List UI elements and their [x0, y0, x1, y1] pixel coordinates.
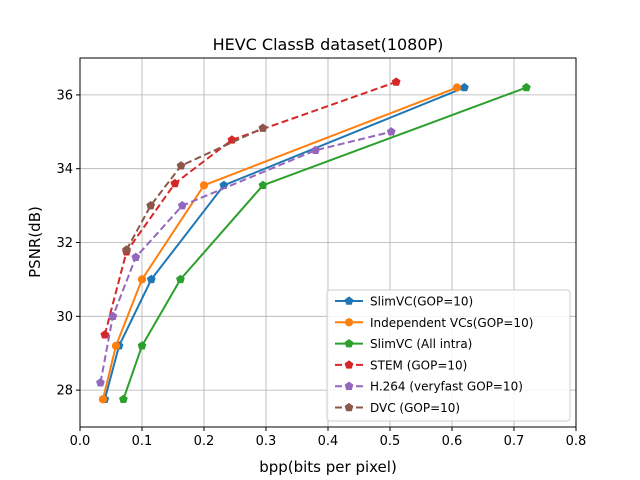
data-point — [146, 274, 156, 284]
legend-label: SlimVC(GOP=10) — [370, 295, 473, 309]
x-tick-label: 0.0 — [70, 434, 91, 449]
series-5 — [122, 123, 268, 254]
tick-layer: 0.0 0.1 0.2 0.3 0.4 0.5 0.6 0.7 0.8 28 30 32 34 36 — [56, 88, 586, 449]
legend-swatch-marker — [344, 381, 354, 390]
series-3 — [100, 77, 401, 339]
data-point — [522, 82, 531, 92]
legend-label: DVC (GOP=10) — [370, 401, 460, 415]
series-2 — [119, 82, 531, 404]
y-tick-label: 36 — [56, 88, 73, 103]
x-axis-label: bpp(bits per pixel) — [259, 458, 397, 476]
data-point — [258, 123, 268, 132]
data-point — [452, 83, 462, 92]
series-line — [125, 127, 264, 251]
legend-swatch-marker — [344, 296, 354, 305]
legend-entry: SlimVC (All intra) — [335, 337, 472, 351]
data-point — [96, 378, 105, 387]
data-point — [391, 77, 401, 86]
x-tick-label: 0.7 — [504, 434, 525, 449]
data-point — [176, 274, 185, 284]
y-tick-label: 34 — [56, 162, 73, 177]
data-point — [170, 178, 180, 188]
x-tick-label: 0.6 — [442, 434, 463, 449]
legend-box — [326, 289, 571, 422]
data-point — [386, 127, 396, 136]
legend-entry: SlimVC(GOP=10) — [335, 295, 473, 309]
legend-swatch-marker — [344, 360, 354, 369]
data-point — [100, 330, 110, 339]
legend-label: SlimVC (All intra) — [370, 337, 472, 351]
data-point — [311, 145, 320, 154]
y-tick-label: 28 — [56, 384, 73, 399]
legend-entry: Independent VCs(GOP=10) — [335, 316, 533, 330]
grid-layer — [79, 58, 577, 427]
data-point — [111, 341, 121, 350]
legend-entry: DVC (GOP=10) — [335, 401, 460, 415]
data-point — [460, 82, 469, 92]
data-point — [258, 180, 268, 190]
chart-title: HEVC ClassB dataset(1080P) — [213, 35, 444, 54]
x-tick-label: 0.1 — [132, 434, 153, 449]
legend-swatch-marker — [344, 318, 354, 327]
y-axis-label: PSNR(dB) — [26, 206, 44, 278]
data-point — [146, 200, 156, 210]
series-line — [99, 130, 392, 383]
data-point — [199, 181, 209, 190]
legend: SlimVC(GOP=10) Independent VCs(GOP=10) Sli… — [326, 289, 571, 422]
data-point — [177, 200, 187, 210]
x-tick-label: 0.8 — [566, 434, 587, 449]
legend-entry: H.264 (veryfast GOP=10) — [335, 380, 523, 394]
x-tick-label: 0.2 — [194, 434, 215, 449]
series-1 — [98, 83, 462, 404]
data-point — [131, 252, 141, 261]
legend-label: H.264 (veryfast GOP=10) — [370, 380, 523, 394]
legend-label: Independent VCs(GOP=10) — [370, 316, 533, 330]
series-layer — [96, 77, 531, 404]
data-point — [176, 161, 186, 170]
y-tick-label: 32 — [56, 236, 73, 251]
legend-entry: STEM (GOP=10) — [335, 358, 467, 372]
x-tick-label: 0.4 — [318, 434, 339, 449]
data-point — [137, 275, 147, 284]
data-point — [137, 341, 147, 350]
x-tick-label: 0.3 — [256, 434, 277, 449]
data-point — [119, 394, 128, 404]
y-tick-label: 30 — [56, 310, 73, 325]
series-4 — [96, 127, 396, 387]
legend-swatch-marker — [344, 338, 354, 348]
data-point — [122, 245, 131, 254]
legend-label: STEM (GOP=10) — [370, 358, 467, 372]
x-tick-label: 0.5 — [380, 434, 401, 449]
data-point — [98, 395, 108, 404]
data-point — [108, 311, 118, 321]
legend-swatch-marker — [344, 402, 354, 412]
